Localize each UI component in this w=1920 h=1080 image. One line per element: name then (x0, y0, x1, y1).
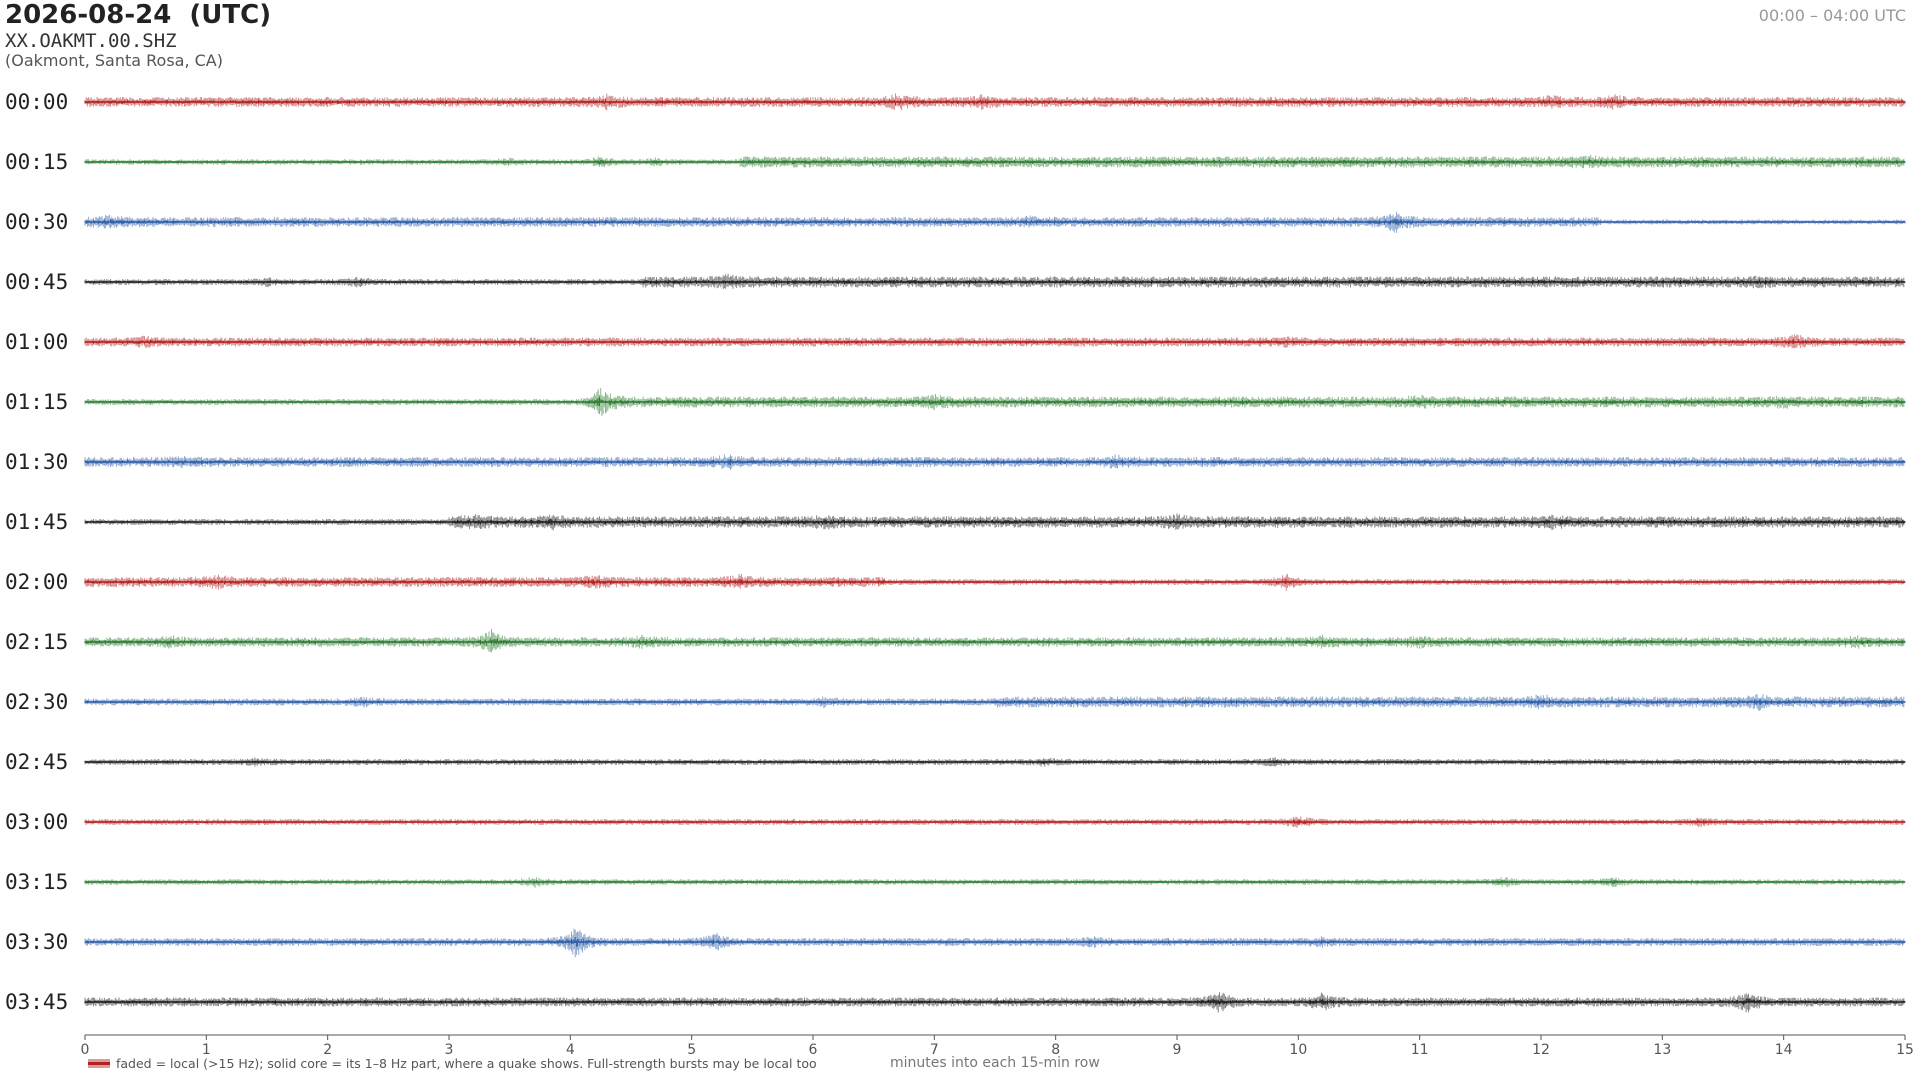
station-location: (Oakmont, Santa Rosa, CA) (5, 51, 223, 70)
row-time-label: 03:45 (5, 990, 68, 1014)
x-tick-label: 9 (1173, 1042, 1182, 1058)
x-tick-label: 11 (1411, 1042, 1429, 1058)
x-tick-label: 3 (445, 1042, 454, 1058)
row-time-label: 03:15 (5, 870, 68, 894)
row-time-label: 01:15 (5, 390, 68, 414)
legend-text: faded = local (>15 Hz); solid core = its… (116, 1056, 817, 1071)
x-tick-label: 10 (1289, 1042, 1307, 1058)
row-time-label: 00:45 (5, 270, 68, 294)
row-time-label: 01:45 (5, 510, 68, 534)
legend: faded = local (>15 Hz); solid core = its… (88, 1056, 817, 1071)
row-time-label: 02:30 (5, 690, 68, 714)
row-time-label: 00:30 (5, 210, 68, 234)
page-title: 2026-08-24 (UTC) (5, 0, 272, 30)
row-time-label: 00:00 (5, 90, 68, 114)
station-code: XX.OAKMT.00.SHZ (5, 30, 177, 52)
row-time-label: 00:15 (5, 150, 68, 174)
row-time-label: 02:45 (5, 750, 68, 774)
row-time-label: 03:00 (5, 810, 68, 834)
time-range: 00:00 – 04:00 UTC (1758, 6, 1906, 25)
legend-swatch (88, 1059, 110, 1068)
x-tick-label: 15 (1896, 1042, 1914, 1058)
x-tick-label: 8 (1051, 1042, 1060, 1058)
row-time-label: 02:00 (5, 570, 68, 594)
x-tick-label: 2 (323, 1042, 332, 1058)
row-time-label: 03:30 (5, 930, 68, 954)
x-tick-label: 1 (202, 1042, 211, 1058)
x-tick-label: 0 (81, 1042, 90, 1058)
row-time-label: 02:15 (5, 630, 68, 654)
row-time-label: 01:00 (5, 330, 68, 354)
x-axis-label: minutes into each 15-min row (890, 1055, 1100, 1071)
row-time-label: 01:30 (5, 450, 68, 474)
x-tick-label: 6 (809, 1042, 818, 1058)
x-tick-label: 13 (1653, 1042, 1671, 1058)
x-tick-label: 4 (566, 1042, 575, 1058)
x-tick-label: 5 (687, 1042, 696, 1058)
x-tick-label: 14 (1775, 1042, 1793, 1058)
x-tick-label: 12 (1532, 1042, 1550, 1058)
x-tick-label: 7 (930, 1042, 939, 1058)
